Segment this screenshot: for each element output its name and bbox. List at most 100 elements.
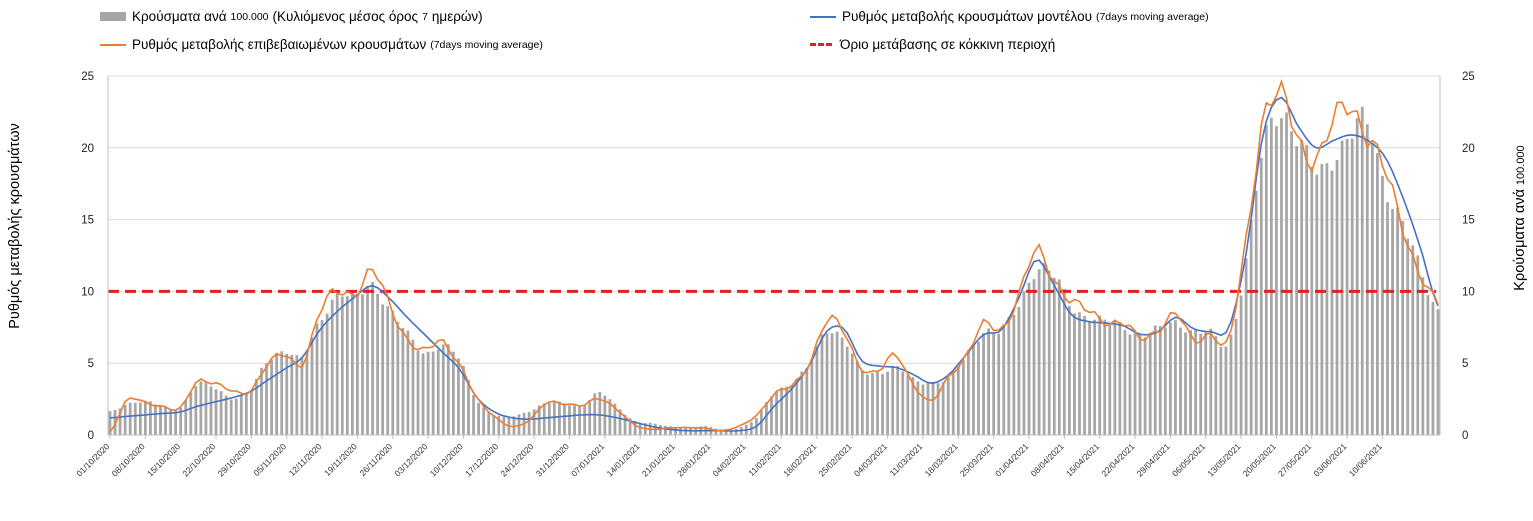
bar — [149, 401, 152, 435]
legend-item-blue: Ρυθμός μεταβολής κρουσμάτων μοντέλου (7d… — [810, 9, 1209, 24]
legend-label-blue: Ρυθμός μεταβολής κρουσμάτων μοντέλου — [842, 9, 1092, 24]
bar — [320, 320, 324, 435]
line-series — [109, 78, 1439, 433]
x-tick-label: 25/03/2021 — [958, 441, 995, 478]
bar — [1032, 279, 1036, 435]
y-tick-left-0: 0 — [88, 430, 94, 442]
bar — [123, 405, 127, 435]
bar — [815, 345, 819, 435]
x-tick-label: 04/02/2021 — [710, 441, 747, 478]
bar — [345, 296, 349, 435]
y-tick-left-15: 15 — [81, 215, 94, 227]
bar — [265, 363, 268, 435]
x-tick-label: 12/11/2020 — [287, 441, 324, 478]
bar — [1335, 160, 1339, 435]
bar — [552, 401, 556, 435]
bar — [305, 351, 309, 435]
bar — [1068, 305, 1071, 435]
bar — [542, 403, 546, 435]
bar — [179, 407, 183, 435]
bar — [532, 409, 536, 435]
bar — [1138, 334, 1142, 435]
bar — [1416, 255, 1420, 435]
bar — [840, 337, 844, 435]
orange-confirmed-line — [109, 78, 1439, 433]
bar — [845, 346, 849, 435]
bar — [664, 425, 667, 435]
bar — [1269, 117, 1273, 435]
legend-label-bars: Κρούσματα ανά — [132, 9, 227, 24]
bar — [1083, 315, 1086, 435]
bar — [1285, 112, 1288, 435]
bar — [896, 366, 900, 435]
bar — [628, 418, 632, 435]
bar — [931, 381, 935, 435]
bar — [376, 293, 380, 435]
bar — [1290, 131, 1293, 435]
legend-label-threshold: Όριο μετάβασης σε κόκκινη περιοχή — [840, 37, 1056, 52]
bar — [1184, 332, 1187, 435]
bar — [199, 381, 203, 435]
bar — [1406, 238, 1410, 435]
bar — [184, 400, 188, 435]
bar — [1396, 207, 1399, 435]
bar — [159, 406, 162, 435]
bar — [598, 391, 602, 435]
bar — [785, 386, 789, 435]
bar — [1022, 291, 1026, 435]
bar — [1194, 330, 1198, 435]
bar — [1310, 166, 1314, 435]
legend-label-bars-rest: (Κυλιόμενος μέσος όρος — [272, 9, 419, 24]
bar — [1108, 323, 1112, 435]
bar — [472, 394, 475, 435]
bar — [280, 351, 284, 435]
legend-label-orange: Ρυθμός μεταβολής επιβεβαιωμένων κρουσμάτ… — [132, 37, 427, 52]
bar — [1037, 269, 1041, 435]
bar — [547, 403, 551, 435]
bar — [901, 371, 905, 435]
bar — [921, 384, 925, 435]
bar — [1189, 330, 1192, 435]
bar — [371, 282, 374, 435]
legend-swatch-threshold — [810, 43, 832, 46]
legend-label-blue-small: (7days moving average) — [1095, 10, 1209, 23]
x-tick-label: 01/10/2020 — [74, 441, 111, 478]
bar — [1411, 245, 1415, 435]
bar — [249, 389, 253, 435]
bar — [436, 349, 440, 435]
bar — [830, 333, 834, 435]
bar — [290, 354, 294, 435]
bar — [997, 333, 1001, 435]
bar — [1370, 143, 1374, 435]
bar — [1386, 202, 1389, 435]
bar — [477, 402, 480, 435]
bar — [1052, 277, 1056, 435]
bar — [941, 381, 945, 435]
bar — [492, 414, 496, 435]
bar — [835, 331, 839, 435]
bar — [214, 389, 218, 435]
y-tick-right-25: 25 — [1462, 71, 1475, 83]
x-tick-label: 22/04/2021 — [1099, 441, 1136, 478]
bar — [638, 422, 642, 435]
bar — [770, 396, 773, 435]
bar — [926, 383, 930, 435]
bar — [1017, 306, 1021, 435]
bar — [906, 374, 910, 435]
bar — [386, 306, 390, 435]
bar — [1365, 124, 1369, 436]
bar — [578, 405, 581, 435]
bar — [583, 404, 587, 435]
bar — [1426, 295, 1430, 435]
x-tick-label: 15/04/2021 — [1064, 441, 1101, 478]
y-tick-left-5: 5 — [88, 358, 94, 370]
bar — [260, 367, 263, 435]
x-tick-label: 17/12/2020 — [463, 441, 500, 478]
bar — [229, 399, 233, 435]
bar — [1254, 190, 1258, 435]
x-tick-label: 24/12/2020 — [498, 441, 535, 478]
bar — [1062, 288, 1066, 435]
bar — [825, 333, 829, 435]
bar — [1421, 277, 1425, 435]
